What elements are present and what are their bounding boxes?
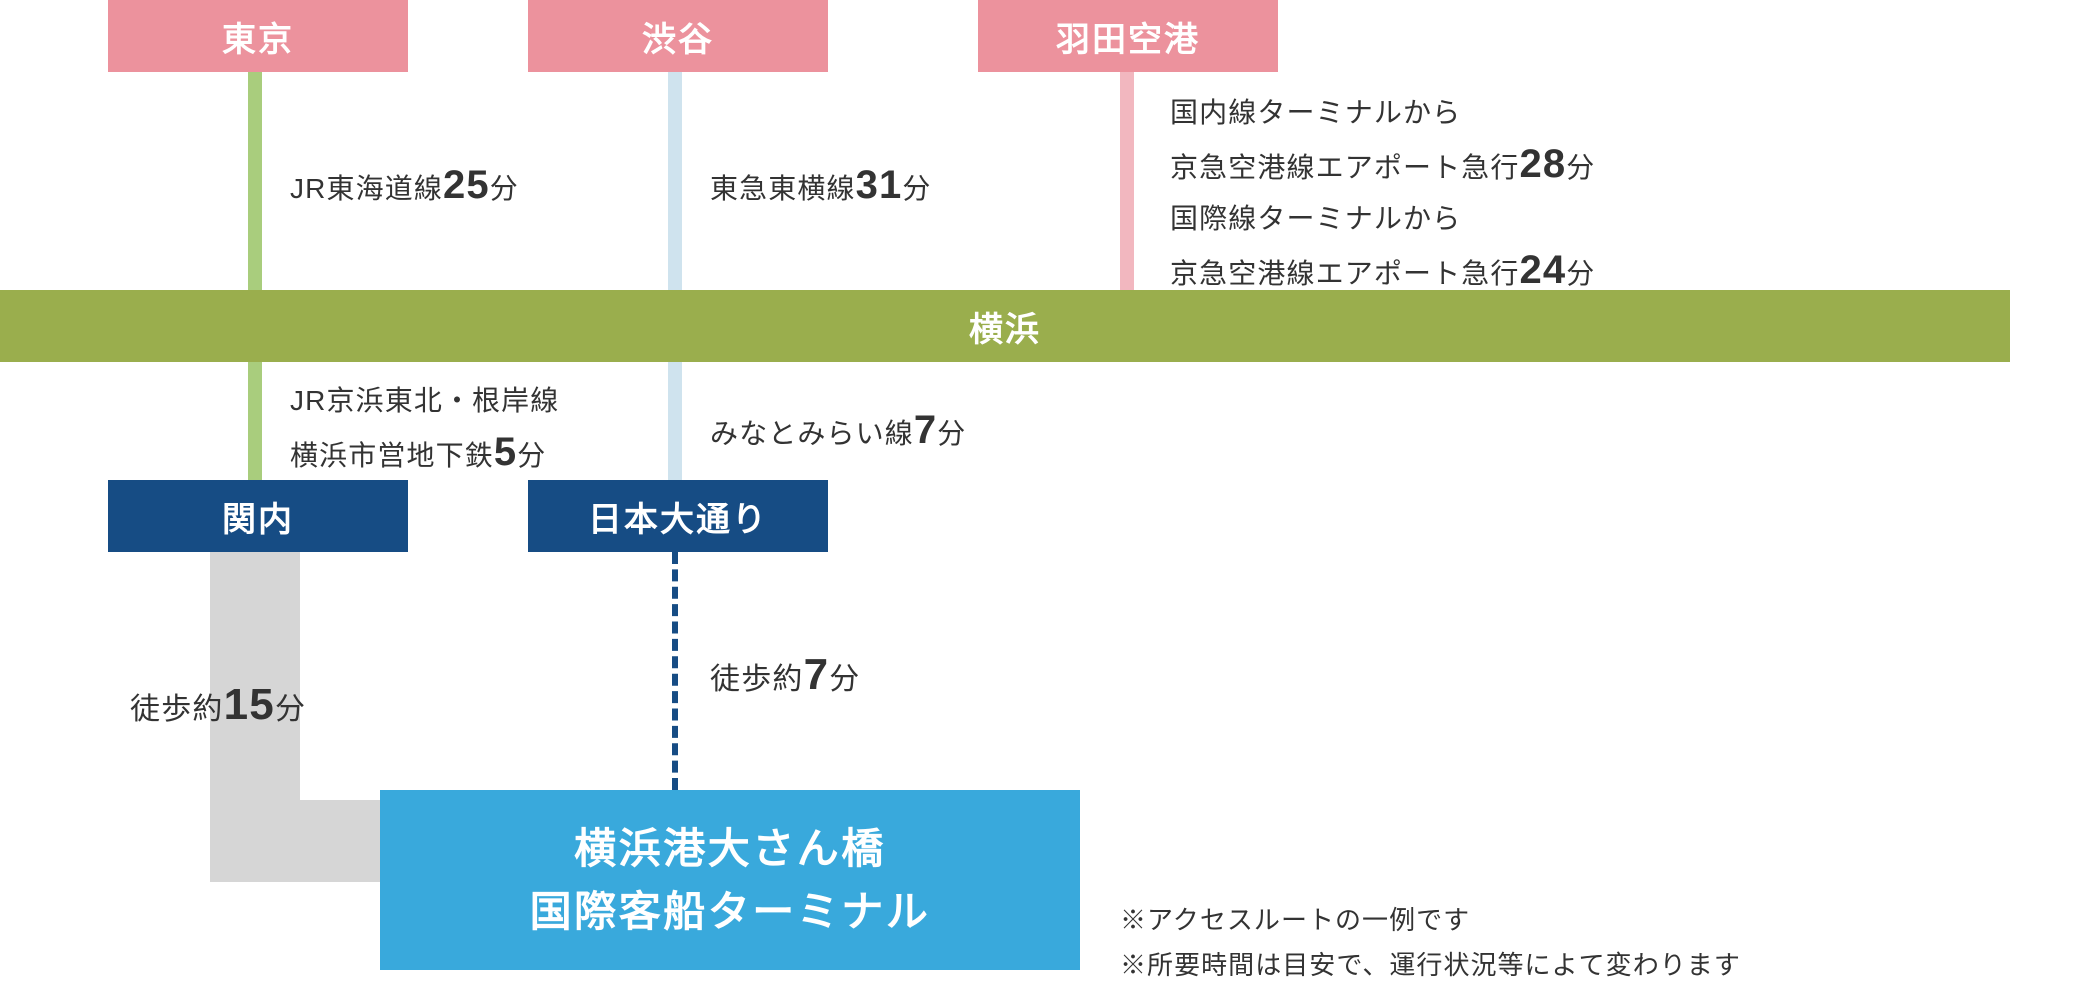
station-shibuya: 渋谷: [528, 0, 828, 72]
station-kannai: 関内: [108, 480, 408, 552]
note-1: ※アクセスルートの一例です: [1120, 900, 1470, 937]
dashed-nihonodori-terminal: [672, 552, 678, 790]
line-yokohama-kannai: [248, 362, 262, 480]
line-shibuya-yokohama: [668, 72, 682, 290]
terminal-line1: 横浜港大さん橋: [574, 817, 886, 880]
note-2: ※所要時間は目安で、運行状況等によて変わります: [1120, 945, 1741, 982]
line-haneda-yokohama: [1120, 72, 1134, 290]
terminal-line2: 国際客船ターミナル: [530, 880, 931, 943]
station-yokohama: 横浜: [0, 290, 2010, 362]
label-haneda-domestic: 国内線ターミナルから京急空港線エアポート急行28分: [1170, 92, 1595, 194]
station-tokyo: 東京: [108, 0, 408, 72]
station-nihonodori: 日本大通り: [528, 480, 828, 552]
label-shibuya-yokohama: 東急東横線31分: [710, 155, 931, 215]
label-walk-kannai: 徒歩約15分: [130, 680, 306, 730]
label-yokohama-nihonodori: みなとみらい線7分: [710, 400, 966, 460]
label-tokyo-yokohama: JR東海道線25分: [290, 155, 519, 215]
line-yokohama-nihonodori: [668, 362, 682, 480]
line-tokyo-yokohama: [248, 72, 262, 290]
label-walk-nihonodori: 徒歩約7分: [710, 650, 860, 700]
station-haneda: 羽田空港: [978, 0, 1278, 72]
terminal-box: 横浜港大さん橋国際客船ターミナル: [380, 790, 1080, 970]
label-yokohama-kannai: JR京浜東北・根岸線横浜市営地下鉄5分: [290, 380, 559, 482]
label-haneda-international: 国際線ターミナルから京急空港線エアポート急行24分: [1170, 198, 1595, 300]
